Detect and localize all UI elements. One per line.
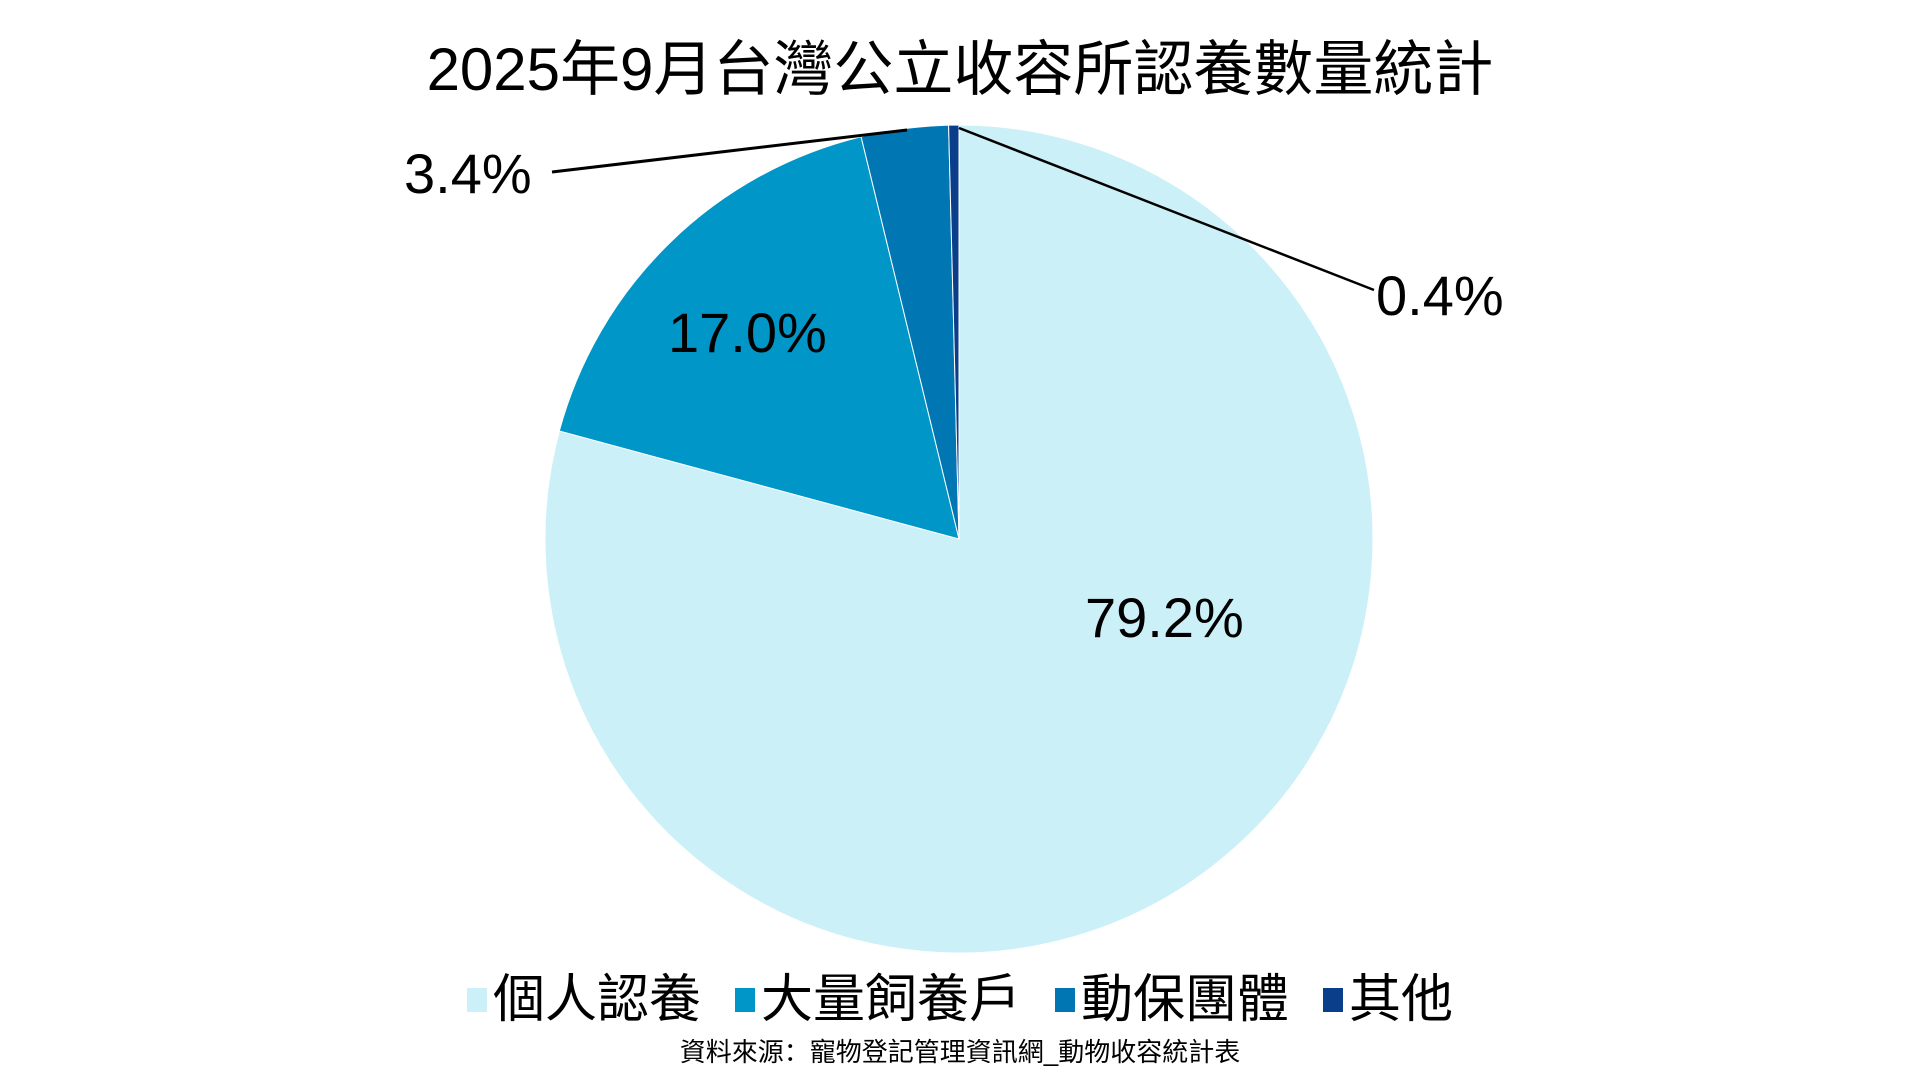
legend-label: 其他 bbox=[1349, 971, 1454, 1029]
data-label-personal: 79.2% bbox=[1085, 586, 1244, 649]
data-label-other: 0.4% bbox=[1376, 264, 1504, 327]
chart-title: 2025年9月台灣公立收容所認養數量統計 bbox=[426, 36, 1494, 103]
leader-line-other bbox=[958, 126, 1375, 292]
legend-label: 個人認養 bbox=[492, 971, 701, 1029]
pie-slice-1 bbox=[558, 136, 960, 540]
legend-swatch-icon bbox=[1323, 988, 1344, 1012]
data-label-bulk: 17.0% bbox=[668, 301, 827, 364]
data-source-note: 資料來源：寵物登記管理資訊網_動物收容統計表 bbox=[679, 1037, 1241, 1067]
legend-label: 動保團體 bbox=[1081, 971, 1290, 1029]
data-label-groups: 3.4% bbox=[404, 142, 532, 205]
leader-line-groups bbox=[551, 128, 908, 174]
legend-item-bulk: 大量飼養戶 bbox=[734, 968, 1021, 1032]
pie-slice-3 bbox=[948, 124, 960, 540]
legend-item-personal: 個人認養 bbox=[466, 968, 701, 1032]
legend-item-groups: 動保團體 bbox=[1055, 968, 1289, 1032]
chart-legend: 個人認養 大量飼養戶 動保團體 其他 bbox=[0, 968, 1920, 1032]
legend-label: 大量飼養戶 bbox=[760, 971, 1021, 1029]
legend-swatch-icon bbox=[734, 988, 755, 1012]
legend-item-other: 其他 bbox=[1323, 968, 1453, 1032]
legend-swatch-icon bbox=[466, 988, 487, 1012]
legend-swatch-icon bbox=[1055, 988, 1075, 1012]
